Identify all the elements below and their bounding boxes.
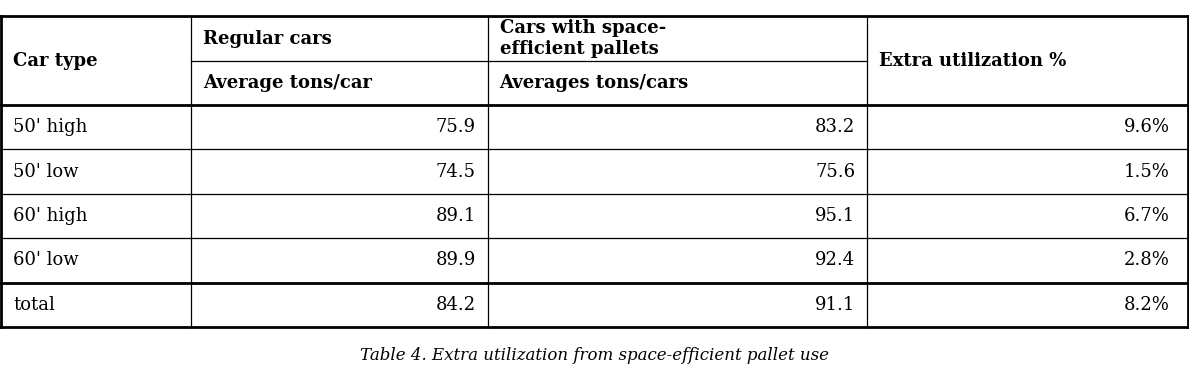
- Text: 89.1: 89.1: [435, 207, 476, 225]
- Text: 6.7%: 6.7%: [1124, 207, 1170, 225]
- Text: 74.5: 74.5: [436, 162, 476, 181]
- Text: 9.6%: 9.6%: [1124, 118, 1170, 136]
- Text: 1.5%: 1.5%: [1124, 162, 1170, 181]
- Text: Cars with space-
efficient pallets: Cars with space- efficient pallets: [499, 19, 666, 58]
- Text: 89.9: 89.9: [435, 251, 476, 270]
- Text: Regular cars: Regular cars: [203, 29, 332, 48]
- Text: 2.8%: 2.8%: [1124, 251, 1170, 270]
- Text: Table 4. Extra utilization from space-efficient pallet use: Table 4. Extra utilization from space-ef…: [360, 346, 829, 363]
- Text: 83.2: 83.2: [816, 118, 855, 136]
- Text: Average tons/car: Average tons/car: [203, 74, 372, 92]
- Text: 50' low: 50' low: [13, 162, 78, 181]
- Text: Extra utilization %: Extra utilization %: [879, 52, 1067, 70]
- Text: 60' high: 60' high: [13, 207, 88, 225]
- Text: 60' low: 60' low: [13, 251, 78, 270]
- Text: Car type: Car type: [13, 52, 97, 70]
- Text: 84.2: 84.2: [435, 296, 476, 314]
- Text: Averages tons/cars: Averages tons/cars: [499, 74, 688, 92]
- Text: total: total: [13, 296, 55, 314]
- Text: 8.2%: 8.2%: [1124, 296, 1170, 314]
- Text: 91.1: 91.1: [816, 296, 855, 314]
- Text: 95.1: 95.1: [816, 207, 855, 225]
- Text: 50' high: 50' high: [13, 118, 88, 136]
- Text: 92.4: 92.4: [816, 251, 855, 270]
- Text: 75.6: 75.6: [816, 162, 855, 181]
- Text: 75.9: 75.9: [435, 118, 476, 136]
